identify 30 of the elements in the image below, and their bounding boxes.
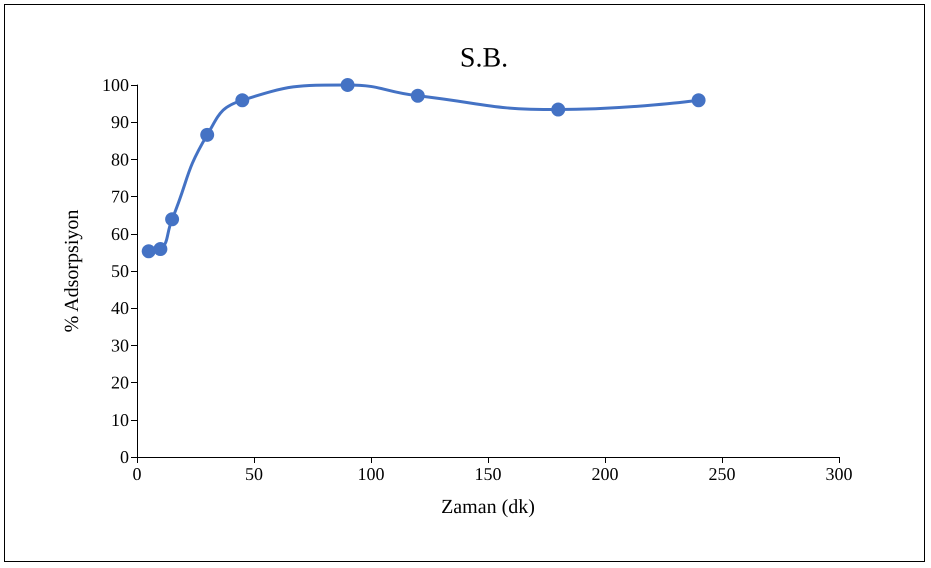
- point: [153, 242, 168, 256]
- y-axis-title: % Adsorpsiyon: [61, 210, 83, 332]
- y-tick-label: 90: [111, 112, 129, 132]
- x-tick-label: 250: [708, 464, 736, 484]
- y-tick-label: 20: [111, 372, 129, 393]
- x-tick-label: 50: [245, 464, 263, 484]
- y-tick-label: 50: [111, 261, 129, 281]
- point: [410, 88, 425, 103]
- y-tick-label: 10: [111, 410, 129, 430]
- y-tick-label: 30: [111, 335, 129, 356]
- x-tick-label: 100: [358, 464, 384, 484]
- y-tick-label: 0: [120, 447, 129, 467]
- y-tick-label: 60: [111, 224, 129, 244]
- x-axis-title: Zaman (dk): [441, 496, 535, 518]
- chart-title: S.B.: [460, 42, 508, 74]
- x-tick-label: 200: [592, 464, 618, 484]
- y-tick-label: 70: [111, 186, 129, 207]
- x-tick-label: 150: [474, 464, 502, 484]
- y-tick-label: 80: [111, 149, 129, 170]
- point: [235, 93, 250, 108]
- y-tick-label: 100: [102, 75, 129, 95]
- y-tick-label: 40: [111, 298, 129, 318]
- point: [165, 212, 180, 226]
- point: [692, 93, 706, 108]
- point: [551, 102, 566, 117]
- point: [200, 128, 214, 142]
- x-tick-label: 300: [826, 464, 852, 484]
- point: [340, 78, 355, 92]
- point: [142, 244, 156, 258]
- x-tick-label: 0: [132, 464, 142, 484]
